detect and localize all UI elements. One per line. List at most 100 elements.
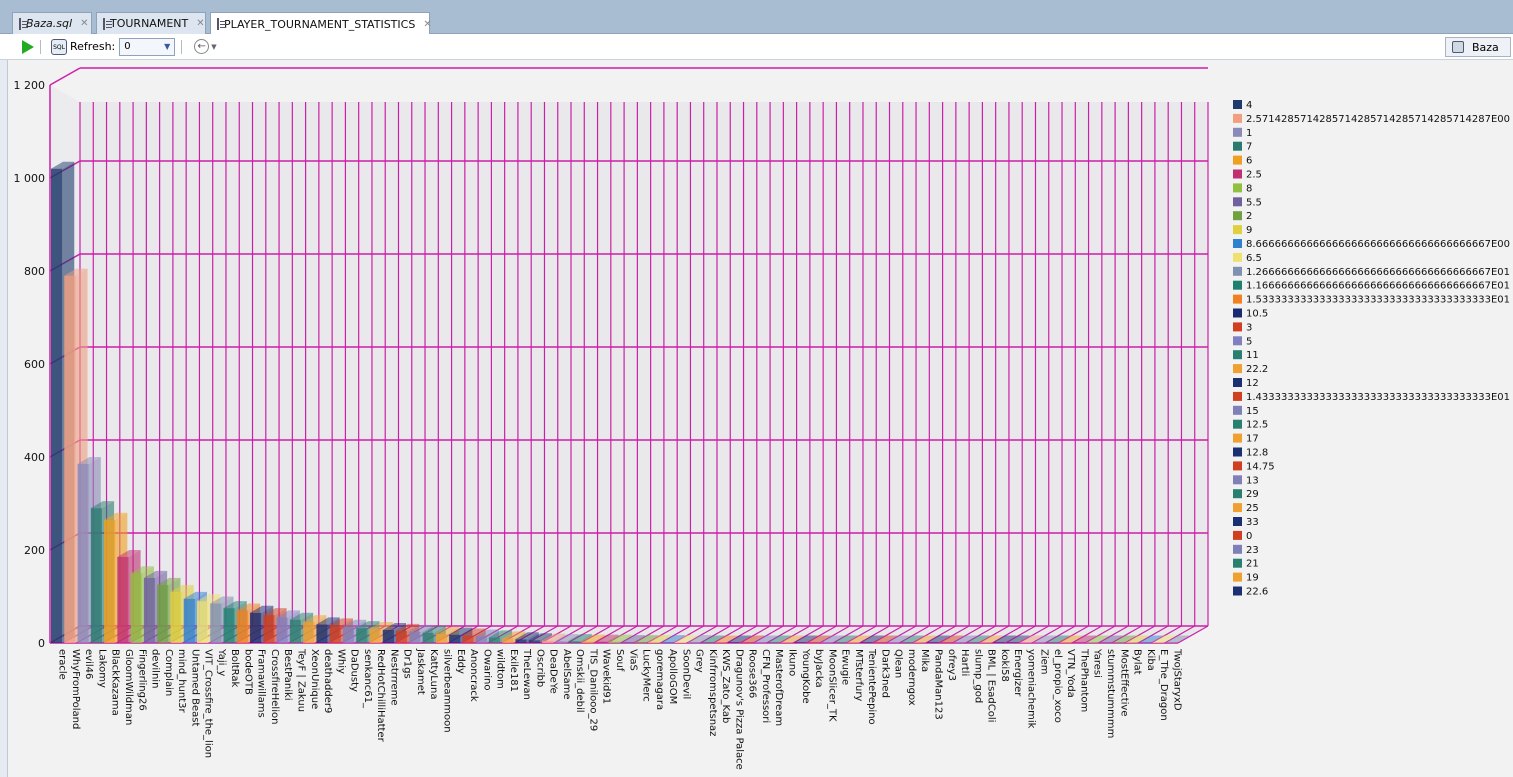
bar-top: [1006, 635, 1030, 643]
bar-side: [831, 635, 844, 643]
bar-top: [77, 456, 101, 464]
bar-top: [396, 623, 420, 631]
x-tick-label: Fingerling26: [136, 649, 147, 711]
bar-top: [289, 612, 314, 620]
bar-side: [1044, 635, 1057, 643]
bar-side: [1004, 635, 1017, 643]
bar-top: [475, 629, 499, 637]
connection-button[interactable]: Baza: [1445, 37, 1511, 57]
legend-label: 1.5333333333333333333333333333333333333E…: [1246, 295, 1510, 306]
bar: [488, 637, 501, 643]
x-tick-label: MasterofDream: [773, 649, 784, 726]
bar: [634, 642, 647, 643]
gridline-floor: [1044, 625, 1076, 644]
legend-label: 13: [1246, 475, 1259, 486]
bar-side: [1123, 635, 1136, 643]
gridline-floor: [1005, 625, 1036, 644]
legend-swatch: [1233, 100, 1242, 109]
bar-top: [143, 570, 168, 578]
bar-top: [356, 621, 380, 629]
legend-label: 1.1666666666666666666666666666666666667E…: [1246, 281, 1510, 292]
bar: [90, 508, 103, 643]
bar: [303, 622, 315, 643]
bar-top: [887, 635, 911, 643]
bar: [130, 573, 142, 643]
gridline-floor: [885, 625, 917, 644]
bar-top: [236, 603, 261, 611]
gridline-floor: [872, 625, 904, 644]
legend-label: 8: [1246, 183, 1252, 194]
sql-file-icon: [19, 17, 28, 30]
bar: [223, 608, 235, 643]
close-icon[interactable]: ✕: [423, 18, 432, 30]
bar-side: [1017, 635, 1030, 643]
bar: [435, 633, 448, 643]
bar-side: [1137, 635, 1150, 643]
x-tick-label: Owarino: [481, 649, 492, 691]
x-tick-label: Yaresi: [1092, 648, 1103, 678]
bar-top: [780, 635, 805, 643]
legend-swatch: [1233, 127, 1242, 137]
bar-top: [1086, 635, 1110, 643]
bar-top: [993, 635, 1017, 643]
tab-baza-sql[interactable]: Baza.sql ✕: [12, 12, 92, 34]
legend-label: 29: [1246, 489, 1259, 500]
x-tick-label: Kinfrromspetsnaz: [707, 649, 718, 736]
left-gutter: [0, 60, 8, 777]
x-tick-label: deathadder9: [322, 649, 333, 713]
sql-icon[interactable]: SQL: [51, 38, 67, 55]
bar-top: [900, 635, 924, 643]
legend-swatch: [1233, 475, 1242, 485]
gridline-floor: [1058, 625, 1089, 644]
run-icon[interactable]: [22, 39, 34, 54]
gridline-floor: [779, 625, 811, 644]
bar-side: [659, 635, 672, 643]
x-tick-label: TenientePepino: [866, 648, 877, 725]
bar-top: [926, 635, 951, 643]
bar-chart: 0 200 400 600 800 1 000 1 200 eracle WhyFromPola…: [14, 67, 1510, 770]
bar: [568, 641, 580, 643]
bar-side: [646, 635, 659, 643]
legend-swatch: [1233, 280, 1242, 290]
refresh-select[interactable]: 0 ▼: [119, 37, 176, 56]
chevron-down-icon[interactable]: ▼: [211, 42, 217, 51]
tab-player-tournament-statistics[interactable]: PLAYER_TOURNAMENT_STATISTICS ✕: [210, 12, 432, 35]
bar: [621, 642, 633, 643]
bar: [77, 463, 89, 643]
bar: [170, 591, 182, 643]
bar-top: [860, 635, 884, 643]
bar-top: [1125, 635, 1150, 643]
legend-swatch: [1233, 141, 1242, 151]
x-tick-label: TIS_Danilooo_29: [587, 648, 598, 731]
x-tick-label: PandaMan123: [932, 649, 943, 720]
x-tick-label: moderngox: [906, 649, 917, 706]
gridline-floor: [713, 625, 744, 644]
legend-swatch: [1233, 419, 1242, 429]
back-icon[interactable]: ←: [194, 39, 210, 54]
close-icon[interactable]: ✕: [80, 18, 89, 29]
bar-top: [276, 610, 300, 618]
bar-side: [858, 635, 871, 643]
bar-top: [1165, 635, 1189, 643]
bar: [157, 584, 169, 643]
gridline-floor: [1124, 625, 1156, 644]
x-tick-label: wildtom: [495, 649, 506, 689]
bar-top: [316, 617, 340, 625]
bar-side: [619, 634, 632, 643]
bar-side: [964, 635, 977, 643]
tab-tournament[interactable]: TOURNAMENT ✕: [96, 12, 206, 34]
close-icon[interactable]: ✕: [196, 18, 205, 29]
legend-swatch: [1233, 155, 1242, 165]
x-tick-label: Wavekid91: [601, 649, 612, 704]
bar: [555, 641, 567, 643]
x-tick-label: BlackKazama: [110, 649, 121, 716]
gridline-floor: [845, 625, 877, 644]
table-icon: [217, 18, 226, 30]
x-tick-label: senkanc61_: [362, 649, 373, 709]
bar: [369, 629, 381, 643]
legend-label: 12.8: [1246, 448, 1268, 459]
legend-label: 1: [1246, 128, 1252, 139]
y-tick-label: 600: [24, 358, 45, 371]
legend-label: 5: [1246, 336, 1252, 347]
bar: [64, 275, 76, 643]
